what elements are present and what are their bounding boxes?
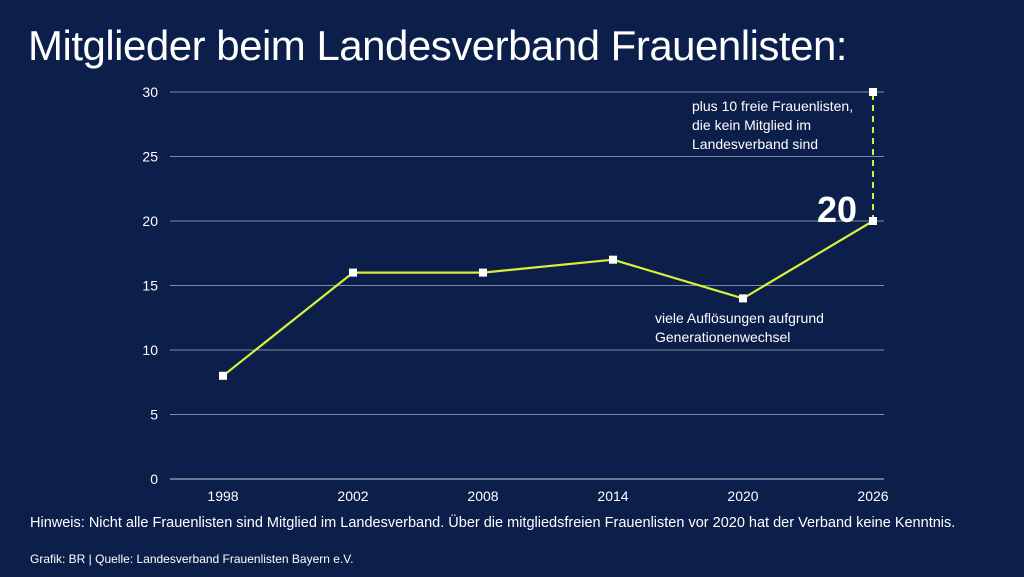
x-tick-label: 2026 [857, 488, 888, 504]
annotation-text: die kein Mitglied im [692, 117, 811, 133]
data-point [739, 294, 747, 303]
annotation-text: Generationenwechsel [655, 329, 790, 345]
x-tick-label: 2020 [727, 488, 758, 504]
x-tick-label: 1998 [207, 488, 238, 504]
y-tick-label: 10 [142, 342, 158, 358]
footnote: Hinweis: Nicht alle Frauenlisten sind Mi… [30, 515, 956, 531]
chart-title: Mitglieder beim Landesverband Frauenlist… [28, 22, 847, 69]
x-tick-label: 2008 [467, 488, 498, 504]
data-point [219, 371, 227, 380]
series-line [222, 220, 874, 377]
value-label: 20 [817, 189, 857, 230]
y-tick-label: 20 [142, 213, 158, 229]
y-tick-label: 15 [142, 278, 158, 294]
extension-end-point [869, 88, 877, 96]
data-point [479, 268, 487, 277]
source-credit: Grafik: BR | Quelle: Landesverband Fraue… [30, 552, 354, 566]
annotation-text: viele Auflösungen aufgrund [655, 310, 824, 326]
y-tick-label: 30 [142, 84, 158, 100]
y-tick-label: 0 [150, 471, 158, 487]
annotation-text: Landesverband sind [692, 136, 818, 152]
y-tick-label: 25 [142, 149, 158, 165]
x-tick-label: 2002 [337, 488, 368, 504]
data-point [609, 255, 617, 264]
data-point [349, 268, 357, 277]
y-tick-label: 5 [150, 407, 158, 423]
data-point [869, 217, 877, 225]
x-tick-label: 2014 [597, 488, 628, 504]
annotation-text: plus 10 freie Frauenlisten, [692, 98, 853, 114]
